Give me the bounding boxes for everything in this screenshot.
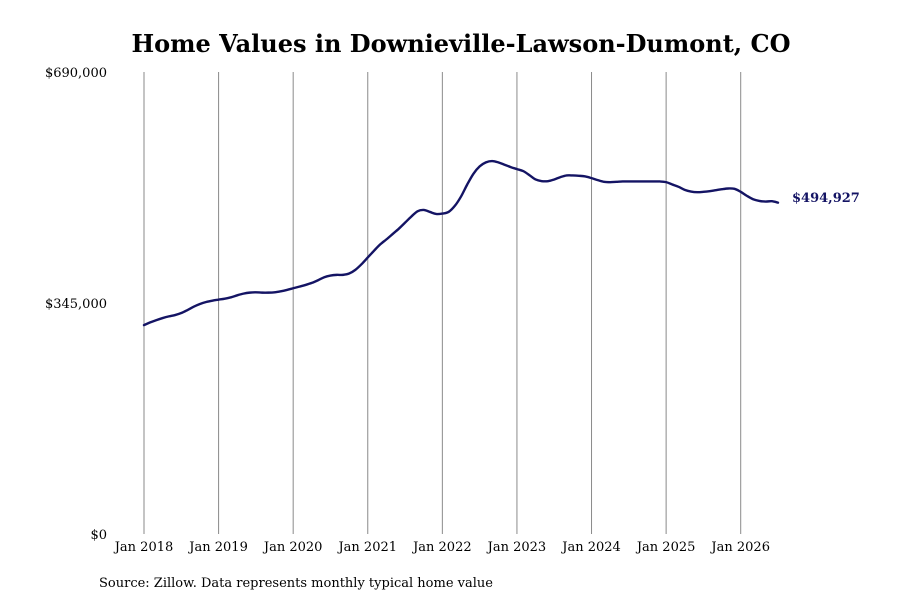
- y-tick-label: $0: [90, 528, 107, 543]
- home-value-series-line: [142, 159, 780, 327]
- x-tick-label: Jan 2022: [411, 540, 472, 555]
- source-note: Source: Zillow. Data represents monthly …: [99, 576, 493, 591]
- x-tick-label: Jan 2026: [709, 540, 770, 555]
- end-value-label: $494,927: [792, 191, 860, 206]
- gridlines: [143, 72, 742, 534]
- chart-title: Home Values in Downieville-Lawson-Dumont…: [131, 29, 790, 58]
- x-tick-label: Jan 2018: [113, 540, 174, 555]
- x-tick-label: Jan 2025: [635, 540, 696, 555]
- x-axis: Jan 2018 Jan 2019 Jan 2020 Jan 2021 Jan 2022…: [113, 540, 770, 555]
- x-tick-label: Jan 2019: [187, 540, 248, 555]
- x-tick-label: Jan 2024: [560, 540, 621, 555]
- y-tick-label: $345,000: [45, 297, 107, 312]
- y-axis: $0 $345,000 $690,000: [45, 66, 107, 543]
- x-tick-label: Jan 2021: [336, 540, 397, 555]
- x-tick-label: Jan 2023: [486, 540, 547, 555]
- y-tick-label: $690,000: [45, 66, 107, 81]
- x-tick-label: Jan 2020: [262, 540, 323, 555]
